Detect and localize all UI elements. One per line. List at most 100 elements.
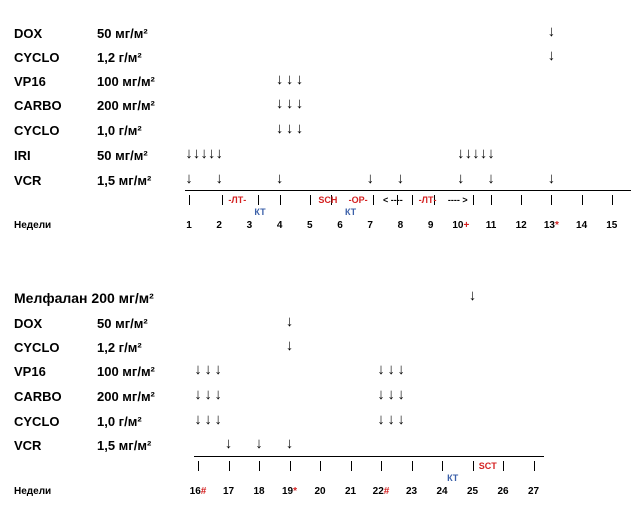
week-tick [309, 195, 311, 205]
down-arrow-icon: ↓ [457, 170, 465, 187]
week-number-text: 14 [576, 220, 588, 231]
drug-name: CYCLO [14, 50, 60, 65]
week-tick [189, 195, 190, 205]
week-tick [472, 461, 474, 471]
week-number: 8 [398, 220, 404, 231]
week-number-text: 10 [452, 220, 464, 231]
down-arrow-icon: ↓ [215, 145, 223, 162]
week-tick [533, 461, 535, 471]
week-number-text: 1 [186, 220, 192, 231]
week-tick [412, 195, 414, 205]
week-number-text: 21 [344, 486, 357, 497]
week-number: 27 [528, 486, 539, 497]
drug-name: CYCLO [14, 414, 60, 429]
week-number: 21 [345, 486, 356, 497]
down-arrow-icon: ↓ [275, 95, 284, 112]
week-number-text: 12 [515, 220, 527, 231]
week-number-text: 15 [606, 220, 618, 231]
week-tick [228, 461, 230, 471]
week-number: 16# [190, 486, 207, 497]
week-mark: * [555, 220, 559, 231]
dose-value: 200 мг/м² [97, 389, 155, 404]
down-arrow-icon: ↓ [204, 386, 212, 403]
down-arrow-icon: ↓ [547, 170, 556, 187]
week-mark: # [383, 486, 390, 497]
drug-name: CARBO [14, 389, 62, 404]
week-mark: + [463, 220, 470, 231]
week-tick [503, 461, 504, 471]
drug-name: DOX [14, 26, 43, 41]
down-arrow-icon: ↓ [255, 435, 263, 452]
down-arrow-icon: ↓ [472, 145, 480, 162]
down-arrow-icon: ↓ [285, 313, 294, 330]
week-tick [330, 195, 332, 205]
week-number-text: 24 [436, 486, 448, 497]
down-arrow-icon: ↓ [275, 120, 284, 137]
drug-name: CYCLO [14, 123, 60, 138]
phase-label: SCH [318, 195, 338, 205]
week-number: 19* [282, 486, 297, 497]
week-number-text: 7 [367, 220, 373, 231]
week-tick [320, 461, 321, 471]
week-mark: # [200, 486, 207, 497]
drug-name: CARBO [14, 98, 62, 113]
phase-label: КТ [254, 207, 266, 217]
week-tick [433, 195, 435, 205]
down-arrow-icon: ↓ [547, 47, 556, 64]
week-number-text: 6 [337, 220, 343, 231]
week-mark: * [293, 486, 298, 497]
dose-value: 1,0 г/м² [97, 414, 142, 429]
week-number-text: 16 [189, 486, 201, 497]
down-arrow-icon: ↓ [194, 386, 202, 403]
week-tick [442, 461, 443, 471]
down-arrow-icon: ↓ [204, 411, 212, 428]
dose-value: 50 мг/м² [97, 26, 148, 41]
dose-value: 100 мг/м² [97, 74, 155, 89]
week-number: 23 [406, 486, 417, 497]
week-number: 25 [467, 486, 478, 497]
drug-name: IRI [14, 148, 31, 163]
week-tick [198, 461, 199, 471]
down-arrow-icon: ↓ [457, 145, 465, 162]
week-number: 20 [314, 486, 325, 497]
down-arrow-icon: ↓ [275, 170, 284, 187]
down-arrow-icon: ↓ [204, 361, 212, 378]
week-number: 11 [486, 220, 497, 231]
week-number-text: 5 [307, 220, 313, 231]
week-number: 26 [497, 486, 508, 497]
week-tick [581, 195, 583, 205]
panel2-axis-line [194, 456, 544, 457]
phase-label: КТ [447, 473, 459, 483]
week-number: 6 [337, 220, 343, 231]
down-arrow-icon: ↓ [295, 95, 304, 112]
dose-value: 50 мг/м² [97, 316, 148, 331]
down-arrow-icon: ↓ [285, 120, 294, 137]
down-arrow-icon: ↓ [487, 145, 495, 162]
week-number-text: 13 [543, 220, 555, 231]
phase-label: -ЛТ- [228, 195, 247, 205]
drug-name: VP16 [14, 74, 46, 89]
week-number-text: 3 [246, 220, 253, 231]
dose-value: 1,0 г/м² [97, 123, 142, 138]
week-number-text: 9 [427, 220, 434, 231]
week-number: 10+ [452, 220, 469, 231]
week-number-text: 2 [216, 220, 222, 231]
week-number-text: 19 [281, 486, 294, 497]
week-number-text: 26 [497, 486, 509, 497]
down-arrow-icon: ↓ [387, 361, 395, 378]
week-number-text: 20 [314, 486, 326, 497]
down-arrow-icon: ↓ [295, 120, 304, 137]
down-arrow-icon: ↓ [285, 435, 294, 452]
week-number-text: 27 [527, 486, 540, 497]
week-number: 4 [277, 220, 283, 231]
down-arrow-icon: ↓ [397, 361, 405, 378]
week-tick [472, 195, 474, 205]
week-number-text: 8 [397, 220, 404, 231]
week-number: 5 [307, 220, 313, 231]
dose-value: 100 мг/м² [97, 364, 155, 379]
drug-name: CYCLO [14, 340, 60, 355]
drug-name: Мелфалан 200 мг/м² [14, 290, 154, 306]
week-number-text: 4 [276, 220, 283, 231]
down-arrow-icon: ↓ [215, 170, 223, 187]
week-number: 15 [606, 220, 617, 231]
